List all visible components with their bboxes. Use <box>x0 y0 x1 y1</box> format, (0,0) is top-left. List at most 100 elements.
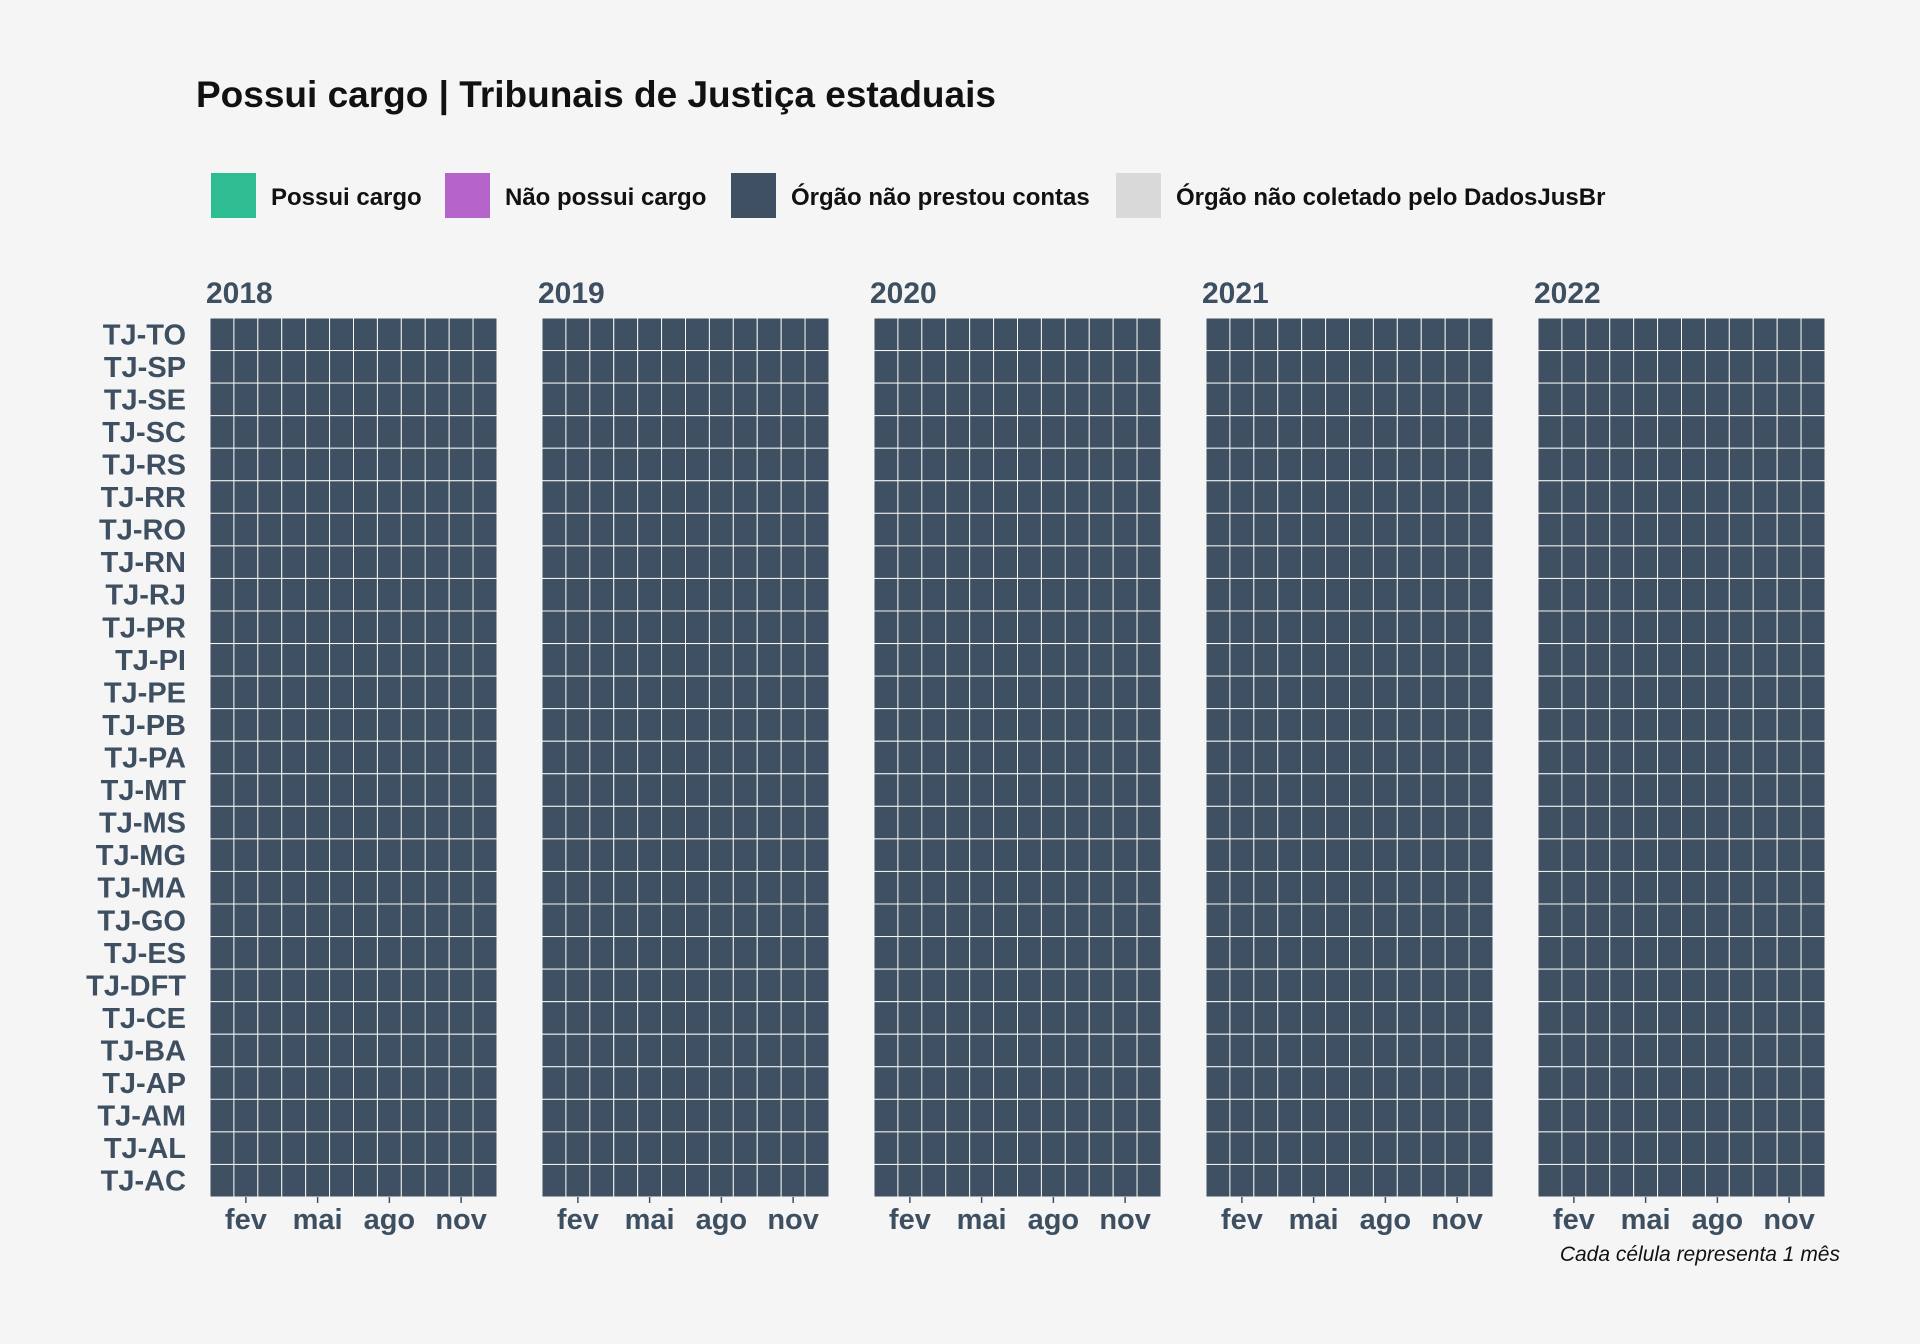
heatmap-cell <box>1301 805 1327 840</box>
heatmap-cell <box>565 545 591 579</box>
heatmap-cell <box>969 936 995 970</box>
heatmap-cell <box>732 740 758 775</box>
row-label: TJ-DFT <box>86 970 186 1002</box>
heatmap-cell <box>1253 805 1279 840</box>
heatmap-cell <box>1349 805 1374 840</box>
heatmap-cell <box>945 447 971 482</box>
heatmap-cell <box>472 740 498 775</box>
heatmap-cell <box>1561 1131 1587 1165</box>
heatmap-cell <box>1585 1066 1611 1100</box>
heatmap-cell <box>1349 773 1374 807</box>
heatmap-cell <box>1800 415 1826 449</box>
heatmap-cell <box>1657 675 1682 710</box>
heatmap-cell <box>1064 577 1090 612</box>
heatmap-cell <box>1112 1066 1138 1100</box>
heatmap-cell <box>756 577 782 612</box>
heatmap-cell <box>1728 1098 1754 1133</box>
heatmap-cell <box>1088 1001 1114 1035</box>
heatmap-cell <box>1800 740 1826 775</box>
heatmap-cell <box>1040 1033 1066 1068</box>
heatmap-cell <box>281 643 307 677</box>
heatmap-cell <box>1633 1163 1659 1198</box>
heatmap-cell <box>1088 382 1114 417</box>
heatmap-cell <box>1681 1163 1706 1198</box>
heatmap-cell <box>756 1033 782 1068</box>
heatmap-cell <box>1229 1001 1255 1035</box>
heatmap-cell <box>1396 675 1422 710</box>
heatmap-cell <box>541 1131 567 1165</box>
heatmap-cell <box>1728 740 1754 775</box>
heatmap-cell <box>257 1163 283 1198</box>
heatmap-cell <box>1349 512 1374 547</box>
heatmap-cell <box>1064 447 1090 482</box>
heatmap-cell <box>1468 512 1494 547</box>
heatmap-cell <box>329 675 354 710</box>
heatmap-cell <box>353 903 378 938</box>
heatmap-cell <box>1444 740 1470 775</box>
heatmap-cell <box>1704 317 1730 352</box>
heatmap-cell <box>257 1098 283 1133</box>
heatmap-cell <box>1609 1033 1635 1068</box>
heatmap-cell <box>993 545 1019 579</box>
heatmap-cell <box>376 415 402 449</box>
heatmap-cell <box>613 740 639 775</box>
heatmap-cell <box>353 577 378 612</box>
heatmap-cell <box>305 610 331 645</box>
heatmap-cell <box>873 577 899 612</box>
heatmap-cell <box>233 545 259 579</box>
heatmap-cell <box>1537 903 1563 938</box>
heatmap-cell <box>661 480 687 514</box>
heatmap-cell <box>873 675 899 710</box>
heatmap-cell <box>1253 968 1279 1003</box>
heatmap-cell <box>804 1001 830 1035</box>
heatmap-cell <box>1657 1163 1682 1198</box>
heatmap-cell <box>448 350 474 384</box>
heatmap-cell <box>1681 480 1706 514</box>
heatmap-cell <box>209 447 235 482</box>
heatmap-cell <box>1609 350 1635 384</box>
heatmap-cell <box>1681 675 1706 710</box>
heatmap-cell <box>1017 838 1042 872</box>
row-label: TJ-ES <box>104 938 186 970</box>
heatmap-cell <box>613 610 639 645</box>
heatmap-cell <box>969 610 995 645</box>
heatmap-cell <box>1301 675 1327 710</box>
heatmap-cell <box>1561 838 1587 872</box>
heatmap-cell <box>1537 708 1563 742</box>
heatmap-cell <box>400 317 426 352</box>
heatmap-cell <box>1444 1033 1470 1068</box>
heatmap-cell <box>1561 480 1587 514</box>
heatmap-cell <box>565 968 591 1003</box>
heatmap-cell <box>1633 708 1659 742</box>
heatmap-cell <box>1040 447 1066 482</box>
heatmap-cell <box>1064 1131 1090 1165</box>
heatmap-cell <box>780 675 806 710</box>
heatmap-cell <box>1253 1163 1279 1198</box>
heatmap-cell <box>329 512 354 547</box>
heatmap-cell <box>1444 773 1470 807</box>
heatmap-cell <box>921 577 947 612</box>
heatmap-cell <box>1136 480 1162 514</box>
heatmap-cell <box>613 936 639 970</box>
heatmap-cell <box>1728 708 1754 742</box>
heatmap-cell <box>661 317 687 352</box>
heatmap-cell <box>1537 415 1563 449</box>
heatmap-cell <box>1396 577 1422 612</box>
heatmap-cell <box>472 317 498 352</box>
row-label: TJ-RO <box>99 515 186 547</box>
heatmap-cell <box>1112 480 1138 514</box>
heatmap-cell <box>921 740 947 775</box>
heatmap-cell <box>1633 805 1659 840</box>
heatmap-cell <box>1776 1131 1802 1165</box>
heatmap-cell <box>804 773 830 807</box>
heatmap-cell <box>329 838 354 872</box>
heatmap-cell <box>1609 805 1635 840</box>
heatmap-cell <box>637 382 663 417</box>
heatmap-cell <box>1681 350 1706 384</box>
x-tick-label: ago <box>696 1204 748 1236</box>
heatmap-cell <box>376 350 402 384</box>
heatmap-cell <box>804 968 830 1003</box>
heatmap-cell <box>257 936 283 970</box>
heatmap-cell <box>637 740 663 775</box>
heatmap-cell <box>281 350 307 384</box>
